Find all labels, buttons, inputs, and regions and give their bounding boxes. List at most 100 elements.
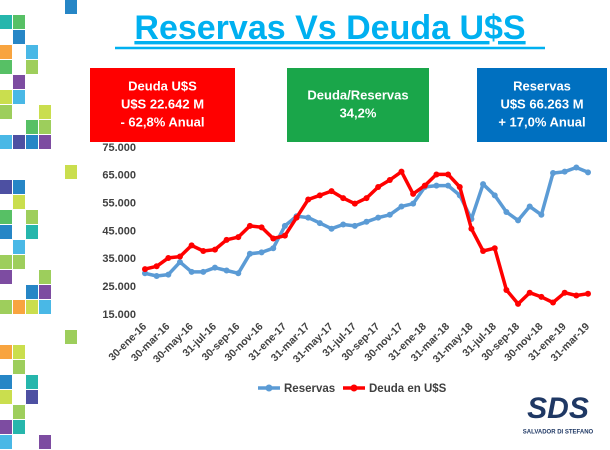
point bbox=[351, 222, 358, 229]
point bbox=[573, 292, 580, 299]
mosaic-tile bbox=[13, 75, 25, 89]
point bbox=[235, 234, 242, 241]
mosaic-tile bbox=[0, 60, 12, 74]
mosaic-tile bbox=[0, 90, 12, 104]
mosaic-tile bbox=[13, 180, 25, 194]
summary-text: 34,2% bbox=[340, 105, 377, 120]
mosaic-tile bbox=[65, 330, 77, 344]
point bbox=[351, 200, 358, 207]
legend-marker bbox=[265, 384, 273, 392]
point bbox=[515, 300, 522, 307]
mosaic-tile bbox=[0, 135, 12, 149]
legend-marker bbox=[350, 384, 358, 392]
point bbox=[316, 220, 323, 227]
summary-box bbox=[90, 68, 235, 142]
point bbox=[480, 247, 487, 254]
mosaic-tile bbox=[65, 0, 77, 14]
point bbox=[363, 218, 370, 225]
mosaic-tile bbox=[0, 390, 12, 404]
point bbox=[328, 225, 335, 232]
point bbox=[526, 289, 533, 296]
series-line bbox=[144, 169, 589, 306]
point bbox=[573, 164, 580, 171]
point bbox=[211, 246, 218, 253]
mosaic-tile bbox=[13, 135, 25, 149]
point bbox=[340, 195, 347, 202]
point bbox=[281, 232, 288, 239]
point bbox=[456, 183, 463, 190]
point bbox=[410, 200, 417, 207]
mosaic-tile bbox=[26, 135, 38, 149]
y-tick-label: 65.000 bbox=[102, 170, 136, 182]
point bbox=[176, 259, 183, 266]
summary-text: - 62,8% Anual bbox=[120, 114, 204, 129]
point bbox=[246, 222, 253, 229]
point bbox=[561, 168, 568, 175]
point bbox=[270, 245, 277, 252]
mosaic-tile bbox=[0, 105, 12, 119]
mosaic-tile bbox=[39, 120, 51, 134]
mosaic-tile bbox=[13, 90, 25, 104]
point bbox=[142, 270, 148, 277]
point bbox=[538, 293, 545, 300]
mosaic-tile bbox=[39, 300, 51, 314]
point bbox=[188, 242, 195, 249]
point bbox=[561, 289, 568, 296]
point bbox=[445, 171, 452, 178]
point bbox=[211, 264, 218, 271]
point bbox=[526, 203, 533, 210]
mosaic-tile bbox=[39, 135, 51, 149]
y-tick-label: 45.000 bbox=[102, 225, 136, 237]
point bbox=[375, 183, 382, 190]
mosaic-tile bbox=[13, 420, 25, 434]
mosaic-tile bbox=[26, 210, 38, 224]
mosaic-tile bbox=[13, 255, 25, 269]
mosaic-tile bbox=[13, 345, 25, 359]
mosaic-tile bbox=[13, 405, 25, 419]
mosaic-tile bbox=[0, 255, 12, 269]
point bbox=[550, 170, 557, 177]
point bbox=[375, 214, 382, 221]
point bbox=[340, 221, 347, 228]
point bbox=[433, 182, 440, 189]
point bbox=[142, 266, 148, 273]
y-tick-label: 35.000 bbox=[102, 253, 136, 265]
legend-label: Reservas bbox=[284, 383, 335, 395]
point bbox=[316, 192, 323, 199]
point bbox=[480, 181, 487, 188]
point bbox=[223, 267, 230, 274]
point bbox=[585, 290, 591, 297]
point bbox=[503, 209, 510, 216]
mosaic bbox=[0, 0, 77, 449]
logo-title: SDS bbox=[527, 392, 589, 425]
mosaic-tile bbox=[39, 435, 51, 449]
mosaic-tile bbox=[0, 270, 12, 284]
mosaic-tile bbox=[0, 225, 12, 239]
point bbox=[281, 222, 288, 229]
point bbox=[328, 188, 335, 195]
mosaic-tile bbox=[0, 435, 12, 449]
mosaic-tile bbox=[0, 420, 12, 434]
y-tick-label: 75.000 bbox=[102, 142, 136, 154]
mosaic-tile bbox=[0, 375, 12, 389]
point bbox=[515, 217, 522, 224]
point bbox=[538, 211, 545, 218]
point bbox=[421, 182, 428, 189]
point bbox=[550, 299, 557, 306]
summary-text: Deuda/Reservas bbox=[307, 87, 408, 102]
mosaic-tile bbox=[26, 45, 38, 59]
mosaic-tile bbox=[0, 210, 12, 224]
mosaic-tile bbox=[0, 345, 12, 359]
point bbox=[235, 270, 242, 277]
point bbox=[386, 177, 393, 184]
point bbox=[176, 253, 183, 260]
mosaic-tile bbox=[13, 240, 25, 254]
mosaic-tile bbox=[13, 30, 25, 44]
point bbox=[165, 254, 172, 261]
mosaic-tile bbox=[39, 270, 51, 284]
mosaic-tile bbox=[26, 120, 38, 134]
point bbox=[491, 245, 498, 252]
y-tick-label: 25.000 bbox=[102, 281, 136, 293]
mosaic-tile bbox=[0, 180, 12, 194]
